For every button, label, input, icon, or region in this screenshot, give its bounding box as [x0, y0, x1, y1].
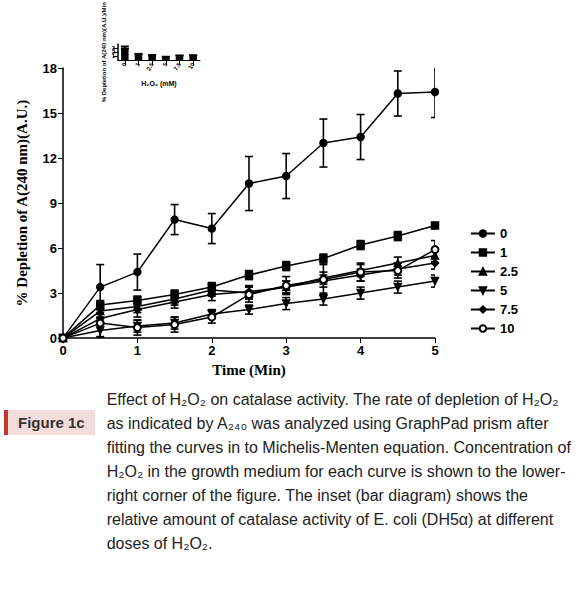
svg-text:0: 0	[59, 343, 66, 358]
svg-text:3: 3	[112, 45, 116, 51]
svg-text:1: 1	[134, 343, 141, 358]
svg-text:3: 3	[50, 286, 57, 301]
svg-text:1: 1	[111, 53, 115, 60]
svg-text:7.5: 7.5	[173, 61, 183, 72]
svg-text:18: 18	[43, 61, 57, 76]
svg-text:2.5: 2.5	[500, 264, 518, 279]
svg-text:% Depletion of A(240 nm)(A.U.): % Depletion of A(240 nm)(A.U.)	[14, 100, 31, 307]
svg-text:6: 6	[50, 241, 57, 256]
svg-text:7.5: 7.5	[500, 302, 518, 317]
html-text:Figure 1c: Figure 1c	[18, 414, 85, 431]
svg-text:10: 10	[500, 321, 514, 336]
svg-text:1: 1	[134, 61, 141, 67]
svg-text:2: 2	[208, 343, 215, 358]
svg-text:9: 9	[50, 196, 57, 211]
svg-text:1: 1	[500, 245, 507, 260]
svg-text:0: 0	[121, 61, 128, 67]
svg-text:10: 10	[187, 61, 196, 70]
svg-text:12: 12	[43, 151, 57, 166]
svg-text:0: 0	[50, 331, 57, 346]
svg-text:3: 3	[283, 343, 290, 358]
html-text:Effect of H₂O₂ on catalase act: Effect of H₂O₂ on catalase activity. The…	[106, 391, 571, 552]
svg-text:4: 4	[357, 343, 365, 358]
svg-text:2.5: 2.5	[145, 61, 155, 72]
svg-text:5: 5	[162, 61, 169, 67]
svg-text:5: 5	[500, 283, 507, 298]
svg-text:2: 2	[111, 49, 115, 56]
svg-text:5: 5	[431, 343, 438, 358]
svg-text:H₂O₂ (mM): H₂O₂ (mM)	[141, 80, 176, 88]
svg-text:% Depletion of A(240 nm)(A.U.): % Depletion of A(240 nm)(A.U.)/Min	[101, 2, 107, 102]
svg-text:15: 15	[43, 106, 57, 121]
svg-text:0: 0	[500, 226, 507, 241]
svg-text:Time (Min): Time (Min)	[212, 362, 285, 379]
